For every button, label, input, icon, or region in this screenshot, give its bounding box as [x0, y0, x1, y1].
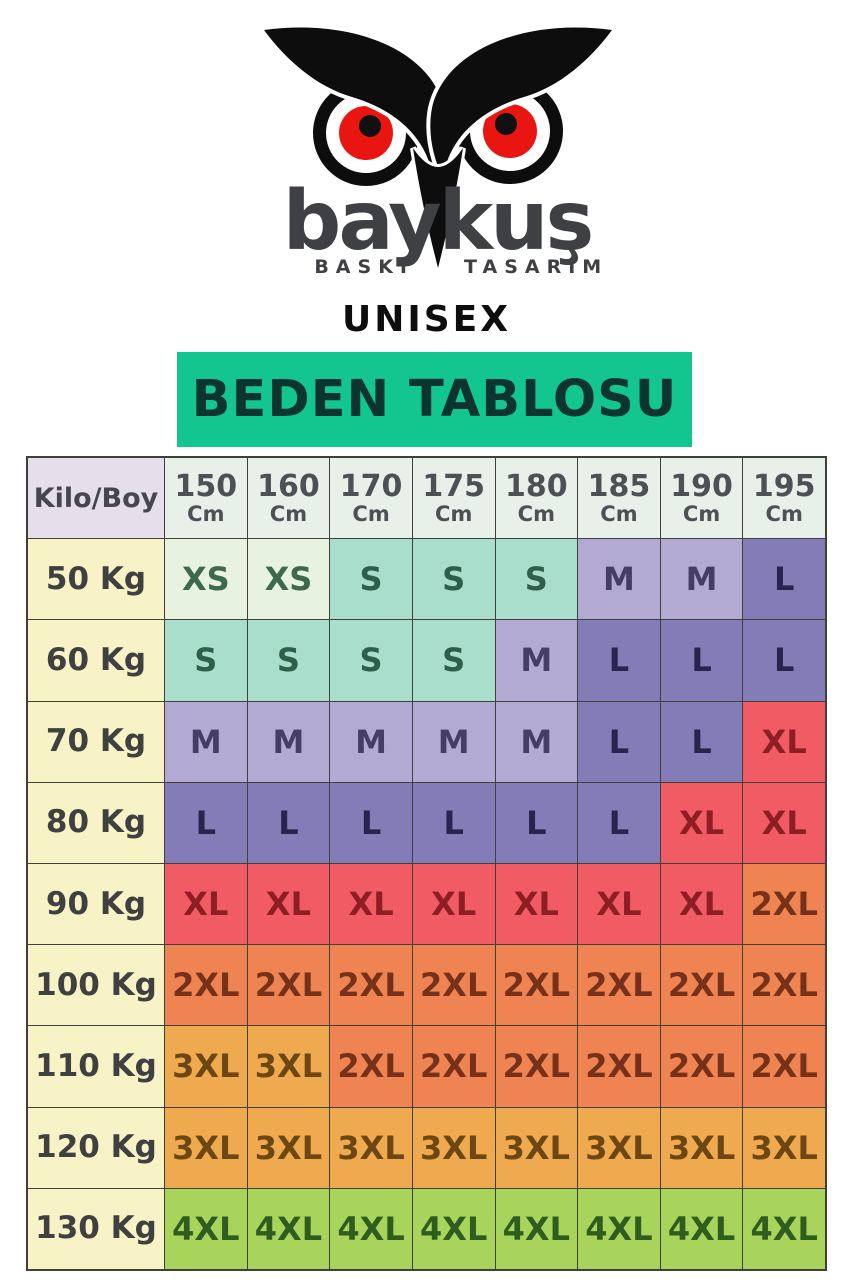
- column-header: 170 Cm: [330, 458, 412, 539]
- size-cell: L: [660, 620, 743, 701]
- size-cell: 2XL: [330, 945, 412, 1026]
- weight-label: 100 Kg: [28, 945, 164, 1026]
- weight-label: 110 Kg: [28, 1026, 164, 1107]
- size-cell: 4XL: [165, 1188, 247, 1269]
- size-cell: 3XL: [495, 1107, 578, 1188]
- size-cell: 2XL: [743, 945, 825, 1026]
- size-cell: 2XL: [578, 1026, 660, 1107]
- size-cell: 3XL: [330, 1107, 412, 1188]
- column-header: 160 Cm: [247, 458, 330, 539]
- size-cell: 3XL: [412, 1107, 495, 1188]
- size-cell: XL: [660, 782, 743, 863]
- size-cell: XL: [743, 701, 825, 782]
- column-header: 185 Cm: [578, 458, 660, 539]
- column-header: 195 Cm: [743, 458, 825, 539]
- size-cell: 3XL: [578, 1107, 660, 1188]
- weight-label: 50 Kg: [28, 539, 164, 620]
- size-cell: L: [578, 620, 660, 701]
- weight-label: 80 Kg: [28, 782, 164, 863]
- size-cell: 2XL: [165, 945, 247, 1026]
- weight-label: 60 Kg: [28, 620, 164, 701]
- size-cell: 4XL: [495, 1188, 578, 1269]
- owl-beak-icon: [410, 146, 466, 269]
- column-header: 190 Cm: [660, 458, 743, 539]
- size-cell: L: [412, 782, 495, 863]
- size-cell: 3XL: [660, 1107, 743, 1188]
- size-cell: L: [330, 782, 412, 863]
- size-cell: XL: [330, 863, 412, 945]
- owl-logo: baykuş BASKI TASARIM: [256, 23, 620, 278]
- size-cell: XL: [660, 863, 743, 945]
- corner-header: Kilo/Boy: [28, 458, 164, 539]
- size-cell: S: [330, 539, 412, 620]
- size-table: Kilo/Boy 150 Cm 160 Cm 170 Cm 175 Cm 180 Cm 185 Cm 19…: [26, 456, 827, 1271]
- size-cell: 2XL: [247, 945, 330, 1026]
- unisex-heading: UNISEX: [341, 299, 512, 340]
- weight-label: 130 Kg: [28, 1188, 164, 1269]
- size-cell: 2XL: [743, 863, 825, 945]
- size-cell: 3XL: [247, 1026, 330, 1107]
- size-cell: 2XL: [660, 1026, 743, 1107]
- size-cell: 4XL: [743, 1188, 825, 1269]
- size-cell: 2XL: [578, 945, 660, 1026]
- size-cell: 3XL: [165, 1026, 247, 1107]
- size-cell: L: [578, 782, 660, 863]
- size-cell: L: [165, 782, 247, 863]
- size-cell: L: [247, 782, 330, 863]
- size-cell: 2XL: [412, 1026, 495, 1107]
- size-cell: 2XL: [330, 1026, 412, 1107]
- size-cell: 4XL: [660, 1188, 743, 1269]
- size-cell: 2XL: [495, 1026, 578, 1107]
- size-cell: 2XL: [743, 1026, 825, 1107]
- size-chart-banner: BEDEN TABLOSU: [177, 352, 692, 447]
- size-cell: XS: [165, 539, 247, 620]
- size-cell: XL: [165, 863, 247, 945]
- size-cell: XL: [495, 863, 578, 945]
- size-cell: XL: [412, 863, 495, 945]
- brand-tagline-right: TASARIM: [464, 256, 608, 278]
- size-cell: 4XL: [247, 1188, 330, 1269]
- size-cell: M: [330, 701, 412, 782]
- size-cell: M: [165, 701, 247, 782]
- weight-label: 90 Kg: [28, 863, 164, 945]
- size-cell: XL: [578, 863, 660, 945]
- size-cell: 3XL: [247, 1107, 330, 1188]
- size-cell: 3XL: [165, 1107, 247, 1188]
- size-cell: M: [247, 701, 330, 782]
- size-cell: XL: [743, 782, 825, 863]
- size-cell: 4XL: [412, 1188, 495, 1269]
- size-cell: S: [165, 620, 247, 701]
- size-cell: S: [330, 620, 412, 701]
- size-cell: L: [578, 701, 660, 782]
- size-cell: L: [495, 782, 578, 863]
- size-cell: L: [743, 620, 825, 701]
- weight-label: 70 Kg: [28, 701, 164, 782]
- size-cell: L: [660, 701, 743, 782]
- size-cell: 2XL: [412, 945, 495, 1026]
- column-header: 175 Cm: [412, 458, 495, 539]
- size-cell: S: [412, 539, 495, 620]
- size-cell: 3XL: [743, 1107, 825, 1188]
- size-cell: XS: [247, 539, 330, 620]
- size-cell: 2XL: [495, 945, 578, 1026]
- brand-tagline-left: BASKI: [314, 256, 414, 278]
- size-cell: XL: [247, 863, 330, 945]
- size-chart-banner-label: BEDEN TABLOSU: [191, 370, 678, 429]
- size-cell: S: [247, 620, 330, 701]
- size-cell: M: [578, 539, 660, 620]
- brand-wordmark: baykuş: [283, 174, 592, 269]
- size-cell: M: [660, 539, 743, 620]
- size-cell: 4XL: [330, 1188, 412, 1269]
- size-cell: M: [495, 701, 578, 782]
- weight-label: 120 Kg: [28, 1107, 164, 1188]
- size-cell: 2XL: [660, 945, 743, 1026]
- size-cell: L: [743, 539, 825, 620]
- size-cell: M: [495, 620, 578, 701]
- column-header: 180 Cm: [495, 458, 578, 539]
- size-cell: S: [412, 620, 495, 701]
- size-cell: 4XL: [578, 1188, 660, 1269]
- size-cell: M: [412, 701, 495, 782]
- column-header: 150 Cm: [165, 458, 247, 539]
- size-cell: S: [495, 539, 578, 620]
